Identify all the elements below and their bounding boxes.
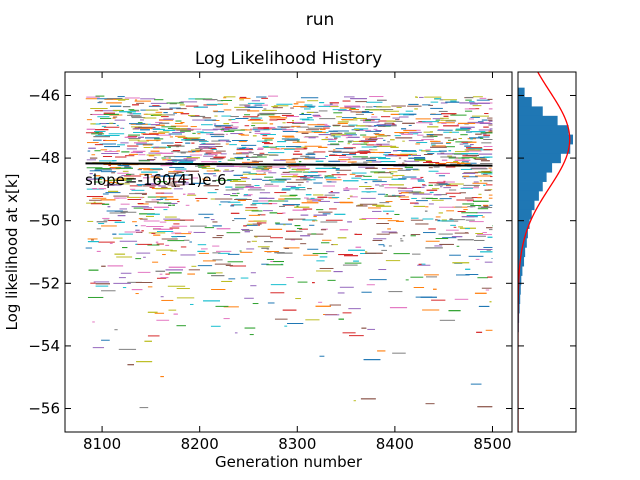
histogram-bar — [518, 153, 561, 164]
histogram-bar — [518, 162, 553, 173]
x-tick-label: 8100 — [83, 435, 121, 453]
y-tick-label: −52 — [28, 274, 60, 292]
x-axis-label: Generation number — [215, 453, 363, 471]
x-tick-label: 8200 — [181, 435, 219, 453]
histogram-frame — [517, 71, 577, 433]
slope-annotation: slope=-160(41)e-6 — [85, 171, 227, 189]
histogram-bar — [518, 228, 528, 239]
histogram-bar — [518, 172, 547, 182]
y-tick-label: −54 — [28, 337, 60, 355]
main-plot-frame — [64, 71, 513, 433]
histogram-ticks — [518, 94, 576, 410]
chart-title: Log Likelihood History — [195, 49, 382, 69]
histogram-bar — [518, 125, 569, 136]
histogram-bar — [518, 303, 520, 314]
histogram-bar — [518, 181, 543, 192]
trend-line — [85, 162, 493, 167]
x-tick-label: 8300 — [278, 435, 316, 453]
histogram-bar — [518, 115, 558, 126]
histogram-bar — [518, 134, 573, 145]
histogram-bar — [518, 106, 543, 117]
figure-suptitle: run — [306, 10, 335, 30]
histogram-bar — [518, 219, 530, 229]
x-tick-label: 8400 — [376, 435, 414, 453]
histogram-fit-curve — [518, 72, 571, 432]
y-tick-label: −56 — [28, 400, 60, 418]
y-tick-label: −46 — [28, 86, 60, 104]
histogram-bar — [518, 144, 571, 154]
histogram-panel — [517, 71, 577, 433]
x-tick-label: 8500 — [473, 435, 511, 453]
histogram-bar — [518, 275, 522, 286]
main-plot-area: slope=-160(41)e-6 8100 8200 8300 8400 8500 −4… — [28, 71, 513, 453]
histogram-bar — [518, 237, 527, 248]
histogram-bar — [518, 209, 532, 220]
histogram-bar — [518, 200, 535, 211]
histogram-bar — [518, 266, 523, 276]
trace-lines — [85, 95, 493, 409]
histogram-bar — [518, 256, 525, 267]
histogram-bar — [518, 87, 525, 98]
histogram-bars — [518, 87, 573, 333]
histogram-bar — [518, 284, 521, 295]
histogram-bar — [518, 97, 532, 107]
y-tick-label: −50 — [28, 212, 60, 230]
y-tick-label: −48 — [28, 149, 60, 167]
histogram-bar — [518, 294, 521, 305]
y-axis-label: Log likelihood at x[k] — [3, 174, 21, 331]
histogram-bar — [518, 190, 539, 201]
axis-ticks: 8100 8200 8300 8400 8500 −46 −48 −50 −52 −54 −56 — [28, 72, 512, 453]
